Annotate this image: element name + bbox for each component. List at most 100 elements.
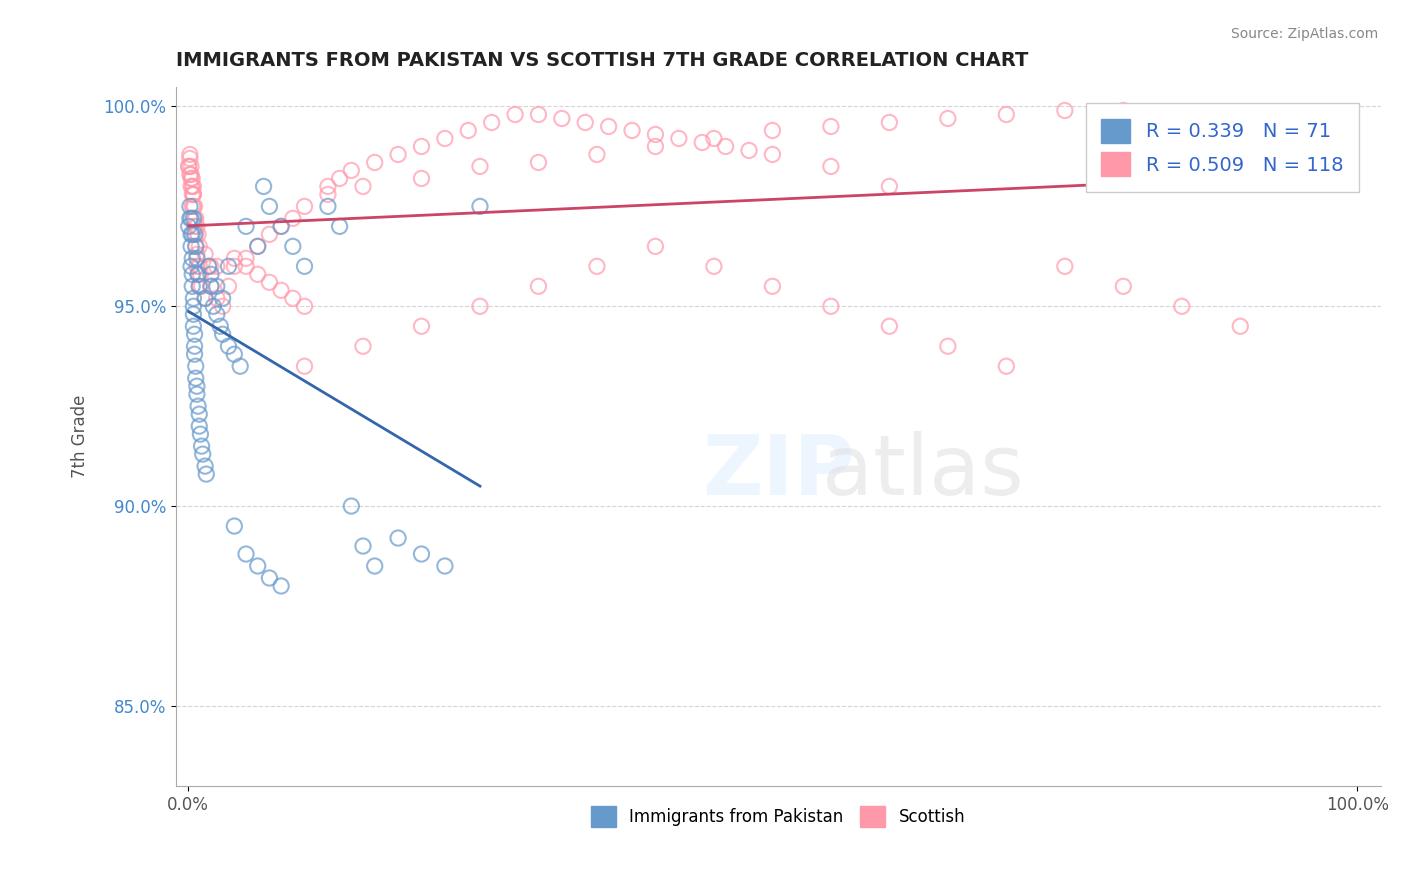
Point — [270, 579, 292, 593]
Point — [761, 147, 783, 161]
Point — [205, 260, 228, 274]
Point — [387, 147, 409, 161]
Point — [205, 279, 228, 293]
Point — [1229, 319, 1251, 334]
Point — [194, 291, 217, 305]
Point — [200, 279, 222, 293]
Point — [183, 299, 205, 313]
Point — [224, 260, 246, 274]
Point — [387, 531, 409, 545]
Point — [259, 571, 281, 585]
Point — [181, 268, 204, 282]
Point — [180, 160, 202, 174]
Point — [188, 260, 211, 274]
Point — [191, 447, 214, 461]
Point — [205, 307, 228, 321]
Point — [187, 268, 209, 282]
Point — [183, 211, 205, 226]
Point — [598, 120, 620, 134]
Point — [211, 327, 233, 342]
Point — [183, 327, 205, 342]
Point — [703, 131, 725, 145]
Legend: Immigrants from Pakistan, Scottish: Immigrants from Pakistan, Scottish — [585, 800, 972, 833]
Point — [183, 339, 205, 353]
Point — [186, 219, 208, 234]
Point — [936, 339, 959, 353]
Point — [209, 319, 232, 334]
Point — [1112, 103, 1135, 118]
Point — [188, 407, 211, 421]
Point — [481, 115, 503, 129]
Text: Source: ZipAtlas.com: Source: ZipAtlas.com — [1230, 27, 1378, 41]
Point — [316, 187, 339, 202]
Point — [200, 279, 222, 293]
Point — [574, 115, 596, 129]
Point — [468, 160, 491, 174]
Point — [200, 260, 222, 274]
Point — [211, 291, 233, 305]
Point — [186, 247, 208, 261]
Point — [468, 199, 491, 213]
Point — [1053, 103, 1076, 118]
Point — [340, 163, 363, 178]
Point — [187, 227, 209, 242]
Point — [527, 279, 550, 293]
Point — [281, 211, 304, 226]
Point — [457, 123, 479, 137]
Point — [1053, 260, 1076, 274]
Point — [180, 171, 202, 186]
Point — [184, 359, 207, 374]
Point — [177, 160, 200, 174]
Point — [252, 179, 274, 194]
Point — [364, 559, 387, 574]
Point — [181, 199, 204, 213]
Point — [235, 252, 257, 266]
Point — [820, 120, 842, 134]
Point — [270, 219, 292, 234]
Point — [184, 227, 207, 242]
Point — [181, 279, 204, 293]
Point — [188, 279, 211, 293]
Point — [281, 239, 304, 253]
Point — [995, 107, 1018, 121]
Point — [218, 260, 240, 274]
Point — [879, 319, 901, 334]
Point — [184, 239, 207, 253]
Point — [586, 260, 609, 274]
Point — [183, 307, 205, 321]
Point — [183, 187, 205, 202]
Point — [180, 227, 202, 242]
Point — [761, 123, 783, 137]
Point — [181, 179, 204, 194]
Point — [270, 219, 292, 234]
Point — [690, 136, 713, 150]
Point — [527, 155, 550, 169]
Point — [180, 260, 202, 274]
Point — [190, 279, 212, 293]
Point — [181, 227, 204, 242]
Point — [183, 199, 205, 213]
Point — [184, 371, 207, 385]
Point — [205, 291, 228, 305]
Point — [183, 187, 205, 202]
Point — [246, 239, 269, 253]
Point — [235, 260, 257, 274]
Point — [551, 112, 574, 126]
Point — [621, 123, 644, 137]
Point — [183, 199, 205, 213]
Point — [181, 187, 204, 202]
Point — [179, 168, 201, 182]
Point — [184, 239, 207, 253]
Point — [197, 260, 219, 274]
Point — [187, 399, 209, 413]
Point — [194, 291, 217, 305]
Point — [644, 239, 666, 253]
Y-axis label: 7th Grade: 7th Grade — [72, 394, 89, 478]
Point — [259, 199, 281, 213]
Point — [761, 279, 783, 293]
Point — [181, 171, 204, 186]
Point — [183, 211, 205, 226]
Point — [186, 387, 208, 401]
Point — [179, 211, 201, 226]
Point — [190, 439, 212, 453]
